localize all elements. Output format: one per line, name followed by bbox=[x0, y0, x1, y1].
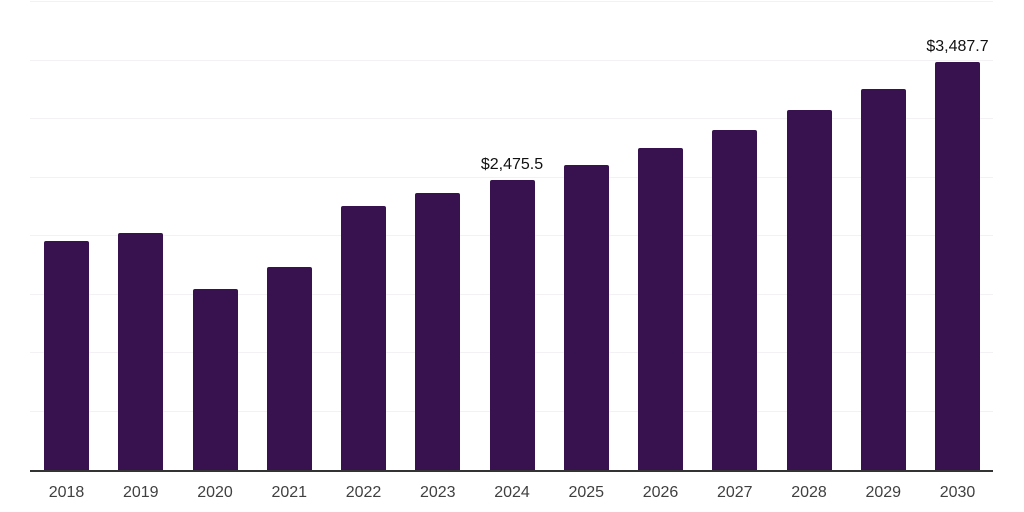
bar-slot-2028 bbox=[786, 0, 832, 470]
x-tick-2018: 2018 bbox=[48, 484, 85, 501]
x-tick-2021: 2021 bbox=[271, 484, 308, 501]
bar-slot-2024: $2,475.5 bbox=[481, 0, 543, 470]
bars-row: $2,475.5 $3,487.7 bbox=[30, 0, 993, 470]
bar-slot-2021 bbox=[266, 0, 312, 470]
bar-2030 bbox=[935, 61, 980, 470]
bar-2020 bbox=[192, 288, 238, 470]
x-tick-2024: 2024 bbox=[494, 484, 530, 501]
bar-slot-2029 bbox=[860, 0, 906, 470]
bar-2021 bbox=[266, 267, 312, 470]
bar-slot-2027 bbox=[712, 0, 758, 470]
bar-slot-2023 bbox=[415, 0, 461, 470]
bar-slot-2018 bbox=[44, 0, 89, 470]
bar-2018 bbox=[44, 240, 89, 470]
bar-slot-2025 bbox=[563, 0, 609, 470]
x-axis-labels: 2018 2019 2020 2021 2022 2023 2024 2025 2026 2027… bbox=[30, 483, 993, 502]
bar-2022 bbox=[341, 205, 386, 470]
x-tick-2027: 2027 bbox=[716, 484, 753, 501]
plot-area: $2,475.5 $3,487.7 bbox=[30, 0, 993, 472]
x-tick-2028: 2028 bbox=[791, 484, 827, 501]
gridline-3500 bbox=[30, 59, 993, 61]
x-tick-2025: 2025 bbox=[568, 484, 605, 501]
bar-2026 bbox=[638, 148, 683, 470]
gridline-4000 bbox=[30, 1, 993, 2]
x-tick-2022: 2022 bbox=[345, 484, 382, 501]
bar-slot-2022 bbox=[341, 0, 386, 470]
x-tick-2029: 2029 bbox=[865, 484, 902, 501]
bar-2027 bbox=[712, 130, 758, 470]
bar-slot-2026 bbox=[638, 0, 683, 470]
bar-2025 bbox=[563, 165, 609, 470]
x-tick-2026: 2026 bbox=[642, 484, 679, 501]
x-tick-2020: 2020 bbox=[197, 484, 233, 501]
x-tick-2030: 2030 bbox=[939, 484, 976, 501]
bar-slot-2020 bbox=[192, 0, 238, 470]
gridline-3000 bbox=[30, 118, 993, 119]
data-label-2030: $3,487.7 bbox=[926, 37, 989, 55]
bar-2019 bbox=[118, 233, 164, 470]
x-tick-2023: 2023 bbox=[419, 484, 456, 501]
bar-2023 bbox=[415, 193, 461, 470]
bar-2028 bbox=[786, 109, 832, 470]
x-tick-2019: 2019 bbox=[122, 484, 159, 501]
bar-slot-2030: $3,487.7 bbox=[926, 0, 989, 470]
bar-slot-2019 bbox=[118, 0, 164, 470]
gridline-2500 bbox=[30, 176, 993, 178]
data-label-2024: $2,475.5 bbox=[480, 156, 544, 174]
bar-2029 bbox=[860, 88, 906, 470]
bar-2024 bbox=[489, 180, 535, 470]
